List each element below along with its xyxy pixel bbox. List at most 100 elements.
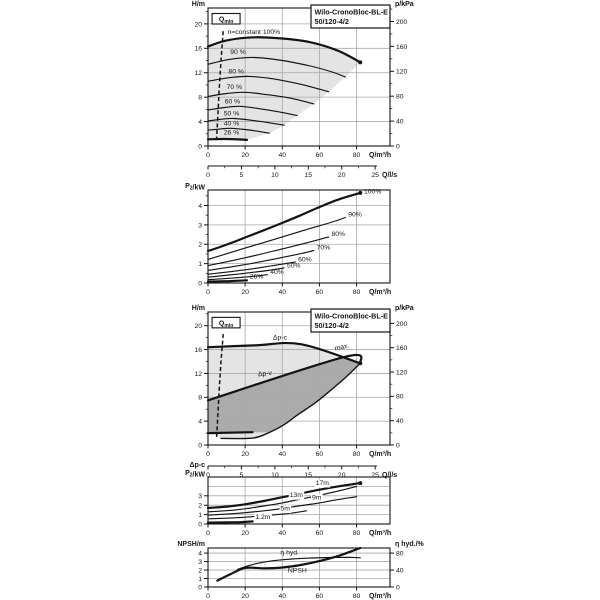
y-tick-label: 1 xyxy=(198,576,202,583)
y-tick-label: 0 xyxy=(198,442,202,449)
x2-tick-label: 10 xyxy=(271,172,279,179)
curve-label: 5m xyxy=(280,506,290,513)
x2-tick-label: 10 xyxy=(271,472,279,479)
dp-v-region xyxy=(208,356,361,434)
curve-envelope-right xyxy=(220,362,361,440)
curve-90pct xyxy=(207,56,346,78)
y-tick-label: 4 xyxy=(198,550,202,557)
curve-40pct xyxy=(207,274,268,281)
annotation: 60 % xyxy=(225,98,241,105)
x-axis-title: Q/m³/h xyxy=(369,451,391,458)
curve-label: 100% xyxy=(364,188,381,195)
label-backplate xyxy=(314,479,331,488)
curve-end-dot xyxy=(358,190,363,195)
curve-50pct xyxy=(207,267,285,278)
plot-frame xyxy=(207,189,391,284)
y-tick-label: 16 xyxy=(194,46,202,53)
label-backplate xyxy=(288,491,305,500)
curve-26pct xyxy=(206,137,249,141)
annotation: 80 % xyxy=(228,68,244,75)
x-tick-label: 60 xyxy=(316,593,324,600)
y-tick-label: 16 xyxy=(194,347,202,354)
curve-dp-c-limit xyxy=(206,341,362,365)
x-axis-title: Q/m³/h xyxy=(369,593,391,600)
y-tick-label: 0 xyxy=(198,584,202,591)
y2-tick-label: 80 xyxy=(396,394,404,401)
y2-tick-label: 160 xyxy=(396,44,408,51)
x-tick-label: 20 xyxy=(241,530,249,537)
curve-13m xyxy=(207,485,358,513)
curve-eta-hyd xyxy=(237,556,361,570)
annotation: 40 % xyxy=(224,121,240,128)
curve-26pct xyxy=(206,279,249,283)
x2-tick-label: 20 xyxy=(338,172,346,179)
curve-min-limit xyxy=(206,431,254,435)
label-backplate xyxy=(311,494,323,503)
annotation: n=constant 100% xyxy=(228,29,281,36)
label-backplate xyxy=(279,505,292,514)
x2-tick-label: 5 xyxy=(240,172,244,179)
y-tick-label: 8 xyxy=(198,395,202,402)
qmin-dashed-line xyxy=(215,31,224,140)
curve-label: 60% xyxy=(298,257,312,264)
curve-70pct xyxy=(207,91,315,105)
x-tick-label: 80 xyxy=(353,530,361,537)
curve-40pct xyxy=(207,127,270,134)
y2-tick-label: 40 xyxy=(396,418,404,425)
curve-end-dot xyxy=(358,481,363,486)
annotation: Δp-c xyxy=(273,334,288,341)
annotation: max. xyxy=(334,342,350,352)
y2-tick-label: 200 xyxy=(396,19,408,26)
y2-tick-label: 40 xyxy=(396,567,404,574)
x-tick-label: 60 xyxy=(316,451,324,458)
y-tick-label: 2 xyxy=(198,567,202,574)
title-box-line: 50/120-4/2 xyxy=(315,321,349,330)
x-tick-label: 0 xyxy=(206,289,210,296)
curve-end-dot xyxy=(358,60,363,65)
label-backplate xyxy=(254,513,272,522)
x-tick-label: 40 xyxy=(279,289,287,296)
y2-tick-label: 80 xyxy=(396,550,404,557)
y-tick-label: 20 xyxy=(194,323,202,330)
curve-60pct xyxy=(207,261,296,275)
y-axis-title: H/m xyxy=(192,1,205,8)
curve-label: 40% xyxy=(270,269,284,276)
x2-tick-label: 5 xyxy=(240,472,244,479)
curve-dp-v-limit xyxy=(206,353,363,402)
chart-dp-c-power: 0 1 2 3 0 20 40 60 80 Q/m³/h Δp-cP2/kW 17m 13m 9m 5m 1.… xyxy=(185,462,391,537)
x-tick-label: 80 xyxy=(353,152,361,159)
title-box xyxy=(310,4,391,29)
x-tick-label: 40 xyxy=(279,451,287,458)
x-tick-label: 40 xyxy=(279,593,287,600)
curve-80pct xyxy=(207,236,330,267)
curve-label: 50% xyxy=(287,263,301,270)
plot-frame xyxy=(207,476,391,525)
x2-tick-label: 15 xyxy=(305,472,313,479)
title-box xyxy=(310,308,391,333)
curve-70pct xyxy=(207,249,315,271)
y-axis-title: H/m xyxy=(192,305,205,312)
curve-50pct xyxy=(207,117,285,126)
plot-frame xyxy=(207,311,391,446)
curve-1.2m xyxy=(206,520,254,524)
curve-90pct xyxy=(207,216,346,260)
operating-region xyxy=(208,37,361,140)
x-tick-label: 20 xyxy=(241,593,249,600)
y-tick-label: 4 xyxy=(198,419,202,426)
x-tick-label: 80 xyxy=(353,451,361,458)
y-tick-label: 2 xyxy=(198,242,202,249)
y-tick-label: 1 xyxy=(198,512,202,519)
x-tick-label: 0 xyxy=(206,593,210,600)
y-axis-title: P2/kW xyxy=(185,470,205,479)
x2-axis-title: Q/l/s xyxy=(382,172,397,179)
y2-axis-title: η hyd./% xyxy=(395,541,425,548)
x-tick-label: 40 xyxy=(279,152,287,159)
curve-80pct xyxy=(207,75,330,93)
curve-label: 80% xyxy=(332,231,346,238)
title-box-line: Wilo-CronoBloc-BL-E xyxy=(315,7,389,16)
y2-tick-label: 0 xyxy=(396,584,400,591)
